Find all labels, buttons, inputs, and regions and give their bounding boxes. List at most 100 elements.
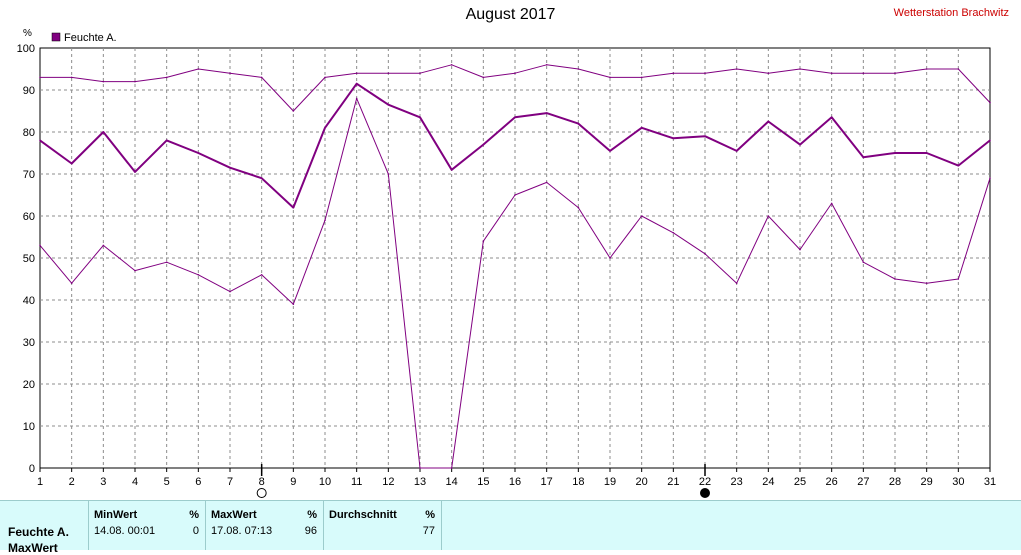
data-point-average bbox=[260, 177, 263, 179]
data-point-average bbox=[545, 112, 548, 114]
chart-title: August 2017 bbox=[465, 6, 556, 23]
stats-row-label-2: MaxWert bbox=[8, 541, 58, 555]
stats-max-cell: MaxWert % 17.08. 07:13 96 bbox=[205, 501, 324, 550]
data-point-average bbox=[767, 120, 770, 123]
data-point-max bbox=[70, 76, 73, 79]
x-tick-label: 3 bbox=[100, 476, 106, 488]
data-point-min bbox=[925, 282, 928, 285]
data-point-max bbox=[989, 101, 991, 104]
x-tick-label: 29 bbox=[921, 476, 933, 488]
data-point-min bbox=[134, 269, 136, 272]
data-point-average bbox=[70, 162, 73, 165]
data-point-max bbox=[197, 68, 200, 70]
data-point-average bbox=[419, 116, 421, 119]
x-tick-label: 28 bbox=[889, 476, 901, 488]
data-point-max bbox=[387, 72, 390, 74]
data-point-max bbox=[355, 72, 358, 74]
y-tick-label: 60 bbox=[23, 211, 35, 223]
min-value: 0 bbox=[192, 525, 199, 537]
data-point-max bbox=[609, 76, 611, 79]
data-point-max bbox=[862, 72, 865, 74]
data-point-average bbox=[197, 152, 200, 154]
data-point-min bbox=[482, 240, 485, 242]
avg-unit: % bbox=[425, 509, 435, 521]
x-tick-label: 20 bbox=[636, 476, 648, 488]
data-point-average bbox=[577, 122, 580, 125]
data-point-min bbox=[767, 215, 770, 217]
data-point-max bbox=[450, 64, 453, 66]
data-point-min bbox=[260, 274, 263, 276]
data-point-average bbox=[957, 164, 960, 167]
data-point-average bbox=[894, 152, 896, 154]
station-name: Wetterstation Brachwitz bbox=[893, 7, 1009, 19]
stats-min-cell: MinWert % 14.08. 00:01 0 bbox=[88, 501, 206, 550]
data-point-max bbox=[545, 64, 548, 66]
stats-avg-cell: Durchschnitt % 77 bbox=[323, 501, 442, 550]
x-tick-label: 4 bbox=[132, 476, 138, 488]
data-point-min bbox=[419, 467, 421, 469]
data-point-max bbox=[799, 68, 801, 70]
x-tick-label: 22 bbox=[699, 476, 711, 488]
data-point-min bbox=[165, 261, 168, 264]
data-point-average bbox=[925, 152, 928, 154]
data-point-min bbox=[70, 282, 73, 285]
data-point-average bbox=[704, 135, 706, 137]
y-tick-label: 100 bbox=[17, 43, 35, 55]
x-tick-label: 8 bbox=[259, 476, 265, 488]
y-tick-label: 70 bbox=[23, 169, 35, 181]
x-tick-label: 10 bbox=[319, 476, 331, 488]
max-header: MaxWert bbox=[211, 509, 257, 521]
y-tick-label: 50 bbox=[23, 253, 35, 265]
data-point-max bbox=[925, 68, 928, 70]
data-point-min bbox=[672, 232, 675, 234]
data-point-average bbox=[229, 166, 231, 169]
data-point-min bbox=[355, 97, 358, 100]
x-tick-label: 24 bbox=[762, 476, 774, 488]
data-point-average bbox=[134, 171, 136, 173]
data-point-min bbox=[957, 278, 960, 280]
y-tick-label: 0 bbox=[29, 463, 35, 475]
x-tick-label: 5 bbox=[164, 476, 170, 488]
x-tick-label: 7 bbox=[227, 476, 233, 488]
data-point-max bbox=[672, 72, 675, 74]
x-tick-label: 6 bbox=[195, 476, 201, 488]
data-point-max bbox=[260, 76, 263, 79]
data-point-min bbox=[545, 181, 548, 184]
x-tick-label: 1 bbox=[37, 476, 43, 488]
data-point-min bbox=[894, 278, 896, 280]
data-point-max bbox=[640, 76, 643, 79]
data-point-average bbox=[324, 127, 326, 129]
data-point-average bbox=[989, 139, 991, 142]
stats-row-label: Feuchte A. bbox=[8, 525, 69, 539]
x-tick-label: 16 bbox=[509, 476, 521, 488]
data-point-min bbox=[862, 261, 865, 264]
x-tick-label: 27 bbox=[857, 476, 869, 488]
max-time: 17.08. 07:13 bbox=[211, 525, 273, 537]
data-point-average bbox=[640, 127, 643, 129]
x-tick-label: 2 bbox=[69, 476, 75, 488]
min-header: MinWert bbox=[94, 509, 138, 521]
x-tick-label: 14 bbox=[446, 476, 458, 488]
data-point-average bbox=[450, 169, 453, 171]
data-point-max bbox=[39, 76, 41, 79]
y-tick-label: 90 bbox=[23, 85, 35, 97]
data-point-min bbox=[387, 173, 390, 175]
data-point-min bbox=[640, 215, 643, 217]
data-point-max bbox=[324, 76, 326, 79]
avg-header: Durchschnitt bbox=[329, 509, 397, 521]
data-point-average bbox=[862, 156, 865, 158]
y-tick-label: 10 bbox=[23, 421, 35, 433]
min-unit: % bbox=[189, 509, 199, 521]
data-point-average bbox=[355, 82, 358, 85]
data-point-average bbox=[482, 143, 485, 146]
x-tick-label: 19 bbox=[604, 476, 616, 488]
max-value: 96 bbox=[304, 525, 317, 537]
data-point-max bbox=[830, 72, 833, 74]
data-point-max bbox=[482, 76, 485, 79]
data-point-max bbox=[957, 68, 960, 70]
data-point-average bbox=[102, 131, 105, 133]
y-tick-label: 40 bbox=[23, 295, 35, 307]
data-point-min bbox=[39, 244, 41, 247]
y-tick-label: 30 bbox=[23, 337, 35, 349]
